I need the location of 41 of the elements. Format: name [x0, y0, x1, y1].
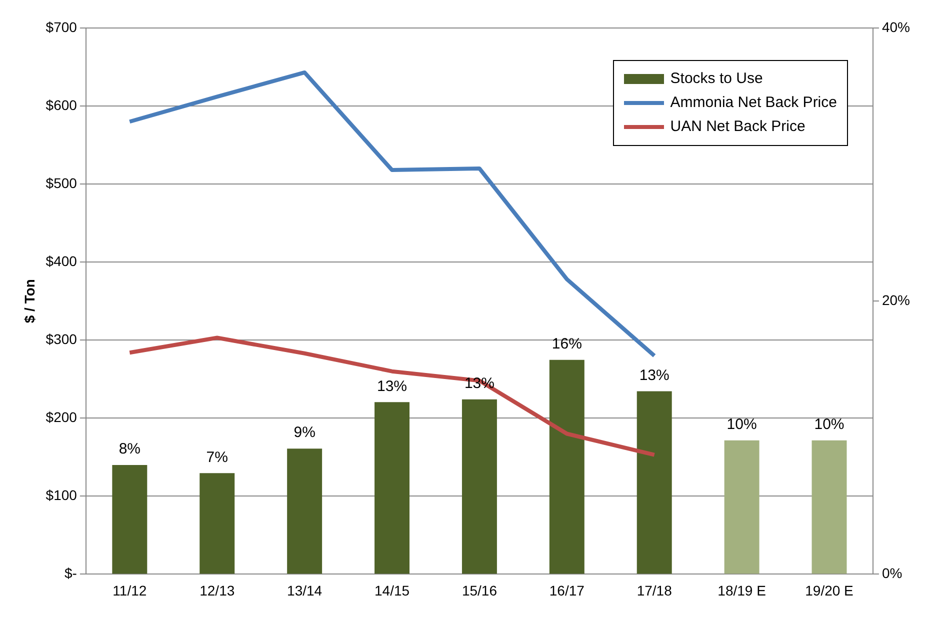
bar — [112, 464, 148, 574]
bar — [636, 391, 672, 574]
y2-tick-label: 0% — [882, 565, 902, 582]
bar — [200, 473, 235, 574]
data-label: 9% — [294, 424, 316, 442]
x-tick-label: 16/17 — [549, 582, 585, 598]
bar — [549, 360, 584, 574]
bar — [812, 440, 847, 574]
data-label: 7% — [206, 448, 228, 466]
x-tick-label: 15/16 — [462, 582, 498, 598]
y-tick-label: $700 — [46, 18, 78, 35]
data-label: 13% — [377, 378, 408, 395]
legend-label: UAN Net Back Price — [670, 117, 806, 137]
y2-tick-label: 20% — [882, 292, 910, 308]
x-tick-label: 19/20 E — [805, 582, 854, 598]
y-tick-label: $500 — [46, 174, 78, 191]
x-tick-label: 14/15 — [374, 582, 410, 598]
x-tick-label: 12/13 — [200, 582, 235, 598]
data-label: 8% — [118, 440, 141, 458]
bar — [374, 402, 410, 574]
y-tick-label: $- — [64, 565, 78, 582]
legend-label: Ammonia Net Back Price — [670, 93, 837, 113]
data-label: 10% — [814, 416, 844, 434]
x-tick-label: 11/12 — [112, 582, 147, 598]
y2-tick-label: 40% — [882, 18, 910, 35]
x-tick-label: 13/14 — [287, 582, 322, 598]
y-tick-label: $400 — [46, 252, 78, 269]
y-tick-label: $600 — [46, 96, 78, 113]
x-tick-label: 17/18 — [636, 582, 672, 598]
data-label: 16% — [552, 335, 582, 352]
data-label: 13% — [639, 366, 670, 384]
bar — [462, 399, 497, 574]
y-tick-label: $300 — [46, 330, 78, 347]
y-axis-title: $ / Ton — [21, 279, 38, 324]
bar — [724, 440, 760, 574]
legend-label: Stocks to Use — [670, 69, 763, 89]
bar — [287, 448, 322, 574]
data-label: 10% — [726, 416, 757, 434]
x-tick-label: 18/19 E — [718, 582, 766, 598]
y-tick-label: $100 — [46, 487, 78, 504]
y-tick-label: $200 — [46, 409, 78, 425]
